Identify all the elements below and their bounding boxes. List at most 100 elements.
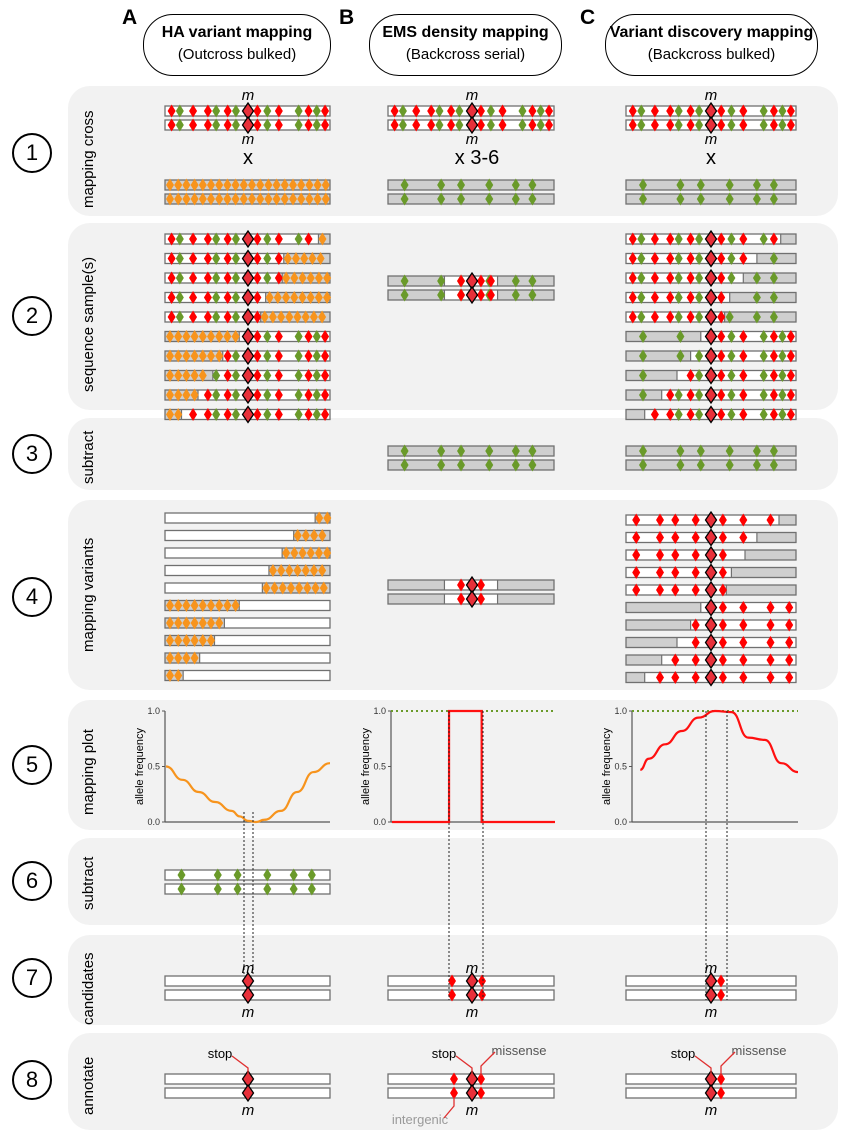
- green-variant-icon: [289, 882, 298, 896]
- red-variant-icon: [739, 653, 748, 667]
- green-variant-icon: [263, 104, 272, 118]
- orange-variant-icon: [190, 388, 199, 402]
- mapping-plots: 0.0 0.5 1.0 allele frequency 0.0 0.5 1.0 allele…: [134, 706, 799, 827]
- column-a-header: HA variant mapping (Outcross bulked): [143, 14, 331, 76]
- red-variant-icon: [486, 274, 495, 288]
- red-variant-icon: [691, 653, 700, 667]
- red-variant-icon: [650, 232, 659, 246]
- red-variant-icon: [656, 566, 664, 579]
- green-variant-icon: [676, 444, 685, 458]
- green-variant-icon: [769, 192, 778, 206]
- green-variant-icon: [674, 388, 683, 402]
- green-variant-icon: [231, 232, 240, 246]
- green-variant-icon: [231, 104, 240, 118]
- red-variant-icon: [274, 349, 283, 363]
- red-variant-icon: [632, 583, 641, 597]
- orange-variant-icon: [190, 192, 199, 206]
- green-variant-icon: [536, 104, 545, 118]
- red-variant-icon: [769, 330, 778, 343]
- mutation-marker-icon: [704, 405, 718, 424]
- y-tick-label: 0.5: [373, 762, 386, 772]
- green-variant-icon: [455, 104, 464, 118]
- red-variant-icon: [274, 252, 283, 265]
- green-variant-icon: [212, 104, 221, 118]
- orange-variant-icon: [207, 599, 215, 612]
- green-variant-icon: [400, 192, 409, 206]
- green-variant-icon: [727, 349, 736, 363]
- red-variant-icon: [450, 1086, 458, 1100]
- orange-variant-icon: [280, 178, 289, 192]
- red-variant-icon: [253, 291, 262, 304]
- red-variant-icon: [785, 636, 794, 649]
- mutation-marker-icon: [704, 650, 718, 670]
- green-variant-icon: [485, 458, 494, 472]
- orange-variant-icon: [174, 408, 183, 421]
- green-variant-icon: [637, 252, 646, 265]
- red-variant-icon: [203, 232, 212, 246]
- stop-annotation: stop: [671, 1046, 696, 1061]
- orange-variant-icon: [318, 310, 327, 324]
- red-variant-icon: [666, 408, 675, 421]
- red-variant-icon: [671, 583, 680, 597]
- green-variant-icon: [752, 271, 761, 285]
- step-6-number: 6: [12, 861, 52, 901]
- green-variant-icon: [231, 349, 240, 363]
- red-variant-icon: [167, 104, 176, 118]
- red-variant-icon: [189, 310, 198, 324]
- stop-leader-line: [455, 1055, 473, 1076]
- orange-variant-icon: [182, 369, 191, 382]
- red-variant-icon: [223, 291, 232, 304]
- green-variant-icon: [518, 118, 527, 132]
- chromosome-bar: [387, 193, 555, 205]
- green-variant-icon: [212, 232, 221, 246]
- green-variant-icon: [674, 252, 683, 265]
- red-variant-icon: [189, 232, 198, 246]
- orange-variant-icon: [313, 178, 322, 192]
- red-variant-icon: [650, 291, 659, 304]
- red-variant-icon: [457, 592, 466, 606]
- red-variant-icon: [457, 288, 466, 302]
- missense-annotation: missense: [732, 1043, 787, 1058]
- green-variant-icon: [528, 288, 537, 302]
- orange-variant-icon: [198, 599, 207, 612]
- green-variant-icon: [727, 271, 736, 285]
- red-variant-icon: [412, 104, 421, 118]
- step-5-number: 5: [12, 745, 52, 785]
- red-variant-icon: [223, 271, 232, 285]
- red-variant-icon: [691, 583, 700, 597]
- red-variant-icon: [203, 118, 212, 132]
- panel-step-6: [68, 838, 838, 925]
- red-variant-icon: [274, 388, 283, 402]
- red-variant-icon: [666, 271, 675, 285]
- orange-variant-icon: [182, 651, 191, 665]
- red-variant-icon: [769, 369, 778, 382]
- orange-variant-icon: [166, 178, 174, 192]
- orange-variant-icon: [166, 330, 174, 343]
- mutation-label: m: [466, 87, 479, 104]
- red-variant-icon: [321, 388, 330, 402]
- red-variant-icon: [632, 513, 641, 527]
- green-variant-icon: [528, 274, 537, 288]
- green-variant-icon: [213, 868, 222, 882]
- orange-variant-icon: [298, 546, 307, 560]
- red-variant-icon: [628, 118, 637, 132]
- mutation-label: m: [242, 1102, 255, 1119]
- step-4-number: 4: [12, 577, 52, 617]
- red-variant-icon: [304, 408, 313, 421]
- mutation-label: m: [466, 131, 479, 148]
- orange-variant-icon: [289, 192, 297, 206]
- orange-variant-icon: [248, 192, 256, 206]
- green-variant-icon: [778, 104, 787, 118]
- chromosome-bar: [387, 179, 555, 191]
- red-variant-icon: [478, 988, 486, 1002]
- red-variant-icon: [769, 408, 778, 421]
- orange-variant-icon: [311, 581, 320, 595]
- red-variant-icon: [766, 671, 775, 684]
- green-variant-icon: [637, 232, 646, 246]
- red-variant-icon: [167, 232, 176, 246]
- red-variant-icon: [321, 369, 330, 382]
- orange-variant-icon: [260, 310, 269, 324]
- mutation-marker-icon: [704, 385, 718, 405]
- orange-variant-icon: [215, 349, 224, 363]
- chromosome-bar: [625, 179, 797, 191]
